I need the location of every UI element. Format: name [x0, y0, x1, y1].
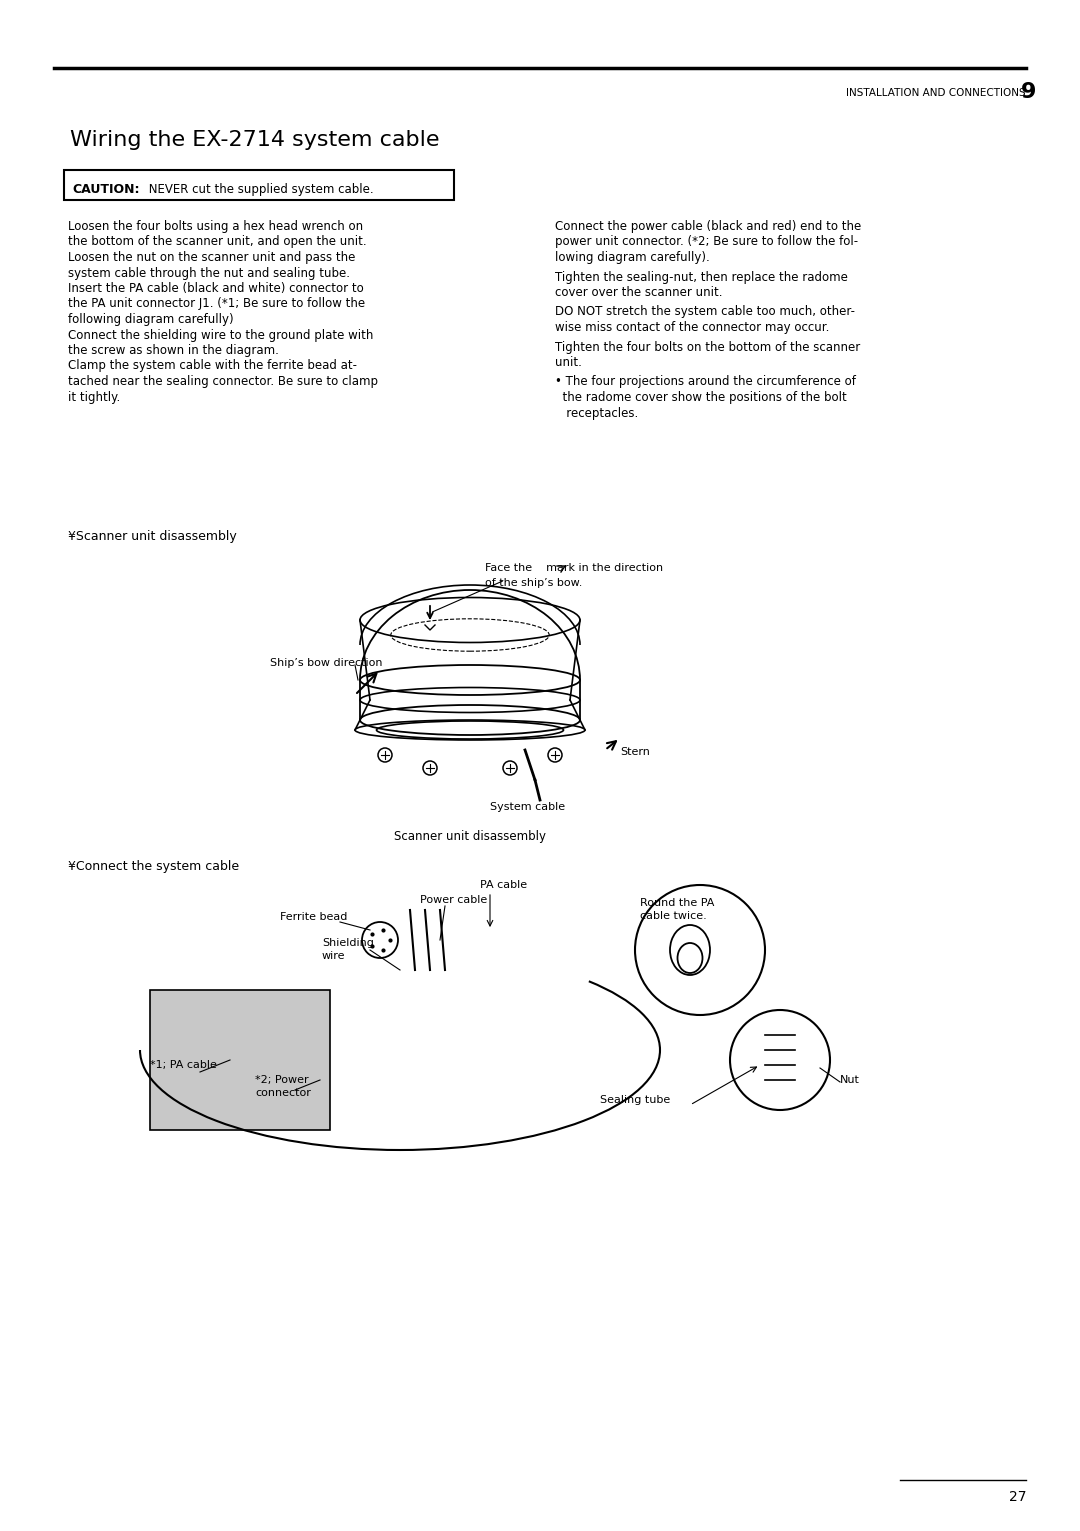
Text: Round the PA: Round the PA: [640, 899, 714, 908]
Text: Nut: Nut: [840, 1075, 860, 1085]
Text: lowing diagram carefully).: lowing diagram carefully).: [555, 251, 710, 263]
Text: Connect the shielding wire to the ground plate with: Connect the shielding wire to the ground…: [68, 329, 374, 341]
Text: ¥Scanner unit disassembly: ¥Scanner unit disassembly: [68, 530, 237, 544]
Text: power unit connector. (*2; Be sure to follow the fol-: power unit connector. (*2; Be sure to fo…: [555, 236, 859, 248]
Text: system cable through the nut and sealing tube.: system cable through the nut and sealing…: [68, 266, 350, 280]
Text: 9: 9: [1021, 83, 1036, 103]
Text: connector: connector: [255, 1089, 311, 1098]
Text: INSTALLATION AND CONNECTIONS: INSTALLATION AND CONNECTIONS: [847, 87, 1026, 98]
Text: the bottom of the scanner unit, and open the unit.: the bottom of the scanner unit, and open…: [68, 236, 366, 248]
Text: Face the    mark in the direction: Face the mark in the direction: [485, 563, 663, 573]
Text: PA cable: PA cable: [480, 880, 527, 890]
Text: *1; PA cable: *1; PA cable: [150, 1059, 217, 1070]
Text: cover over the scanner unit.: cover over the scanner unit.: [555, 286, 723, 299]
Text: receptacles.: receptacles.: [555, 407, 638, 419]
Text: the PA unit connector J1. (*1; Be sure to follow the: the PA unit connector J1. (*1; Be sure t…: [68, 297, 365, 311]
FancyBboxPatch shape: [64, 170, 454, 201]
Text: System cable: System cable: [490, 802, 565, 811]
Text: Ship’s bow direction: Ship’s bow direction: [270, 658, 382, 668]
Text: the screw as shown in the diagram.: the screw as shown in the diagram.: [68, 344, 279, 357]
Text: it tightly.: it tightly.: [68, 390, 120, 404]
Text: 27: 27: [1009, 1490, 1026, 1503]
Text: Tighten the sealing-nut, then replace the radome: Tighten the sealing-nut, then replace th…: [555, 271, 848, 283]
Text: Shielding: Shielding: [322, 939, 374, 948]
Text: the radome cover show the positions of the bolt: the radome cover show the positions of t…: [555, 390, 847, 404]
Text: Power cable: Power cable: [420, 896, 487, 905]
FancyBboxPatch shape: [150, 991, 330, 1130]
Text: cable twice.: cable twice.: [640, 911, 706, 922]
Text: following diagram carefully): following diagram carefully): [68, 312, 233, 326]
Text: unit.: unit.: [555, 357, 582, 369]
Text: Loosen the four bolts using a hex head wrench on: Loosen the four bolts using a hex head w…: [68, 220, 363, 233]
Text: NEVER cut the supplied system cable.: NEVER cut the supplied system cable.: [145, 184, 374, 196]
Text: of the ship’s bow.: of the ship’s bow.: [485, 579, 582, 588]
Text: tached near the sealing connector. Be sure to clamp: tached near the sealing connector. Be su…: [68, 375, 378, 387]
Text: Scanner unit disassembly: Scanner unit disassembly: [394, 830, 546, 844]
Text: Tighten the four bolts on the bottom of the scanner: Tighten the four bolts on the bottom of …: [555, 340, 861, 354]
Text: CAUTION:: CAUTION:: [72, 184, 139, 196]
Text: Wiring the EX-2714 system cable: Wiring the EX-2714 system cable: [70, 130, 440, 150]
Text: • The four projections around the circumference of: • The four projections around the circum…: [555, 375, 855, 389]
Text: wise miss contact of the connector may occur.: wise miss contact of the connector may o…: [555, 322, 829, 334]
Text: wire: wire: [322, 951, 346, 961]
Text: Insert the PA cable (black and white) connector to: Insert the PA cable (black and white) co…: [68, 282, 364, 295]
Text: Ferrite bead: Ferrite bead: [280, 912, 348, 922]
Text: ¥Connect the system cable: ¥Connect the system cable: [68, 860, 239, 873]
Text: Clamp the system cable with the ferrite bead at-: Clamp the system cable with the ferrite …: [68, 360, 357, 372]
Text: Sealing tube: Sealing tube: [600, 1095, 671, 1105]
Text: DO NOT stretch the system cable too much, other-: DO NOT stretch the system cable too much…: [555, 306, 855, 318]
Text: Connect the power cable (black and red) end to the: Connect the power cable (black and red) …: [555, 220, 861, 233]
Text: Loosen the nut on the scanner unit and pass the: Loosen the nut on the scanner unit and p…: [68, 251, 355, 263]
Text: Stern: Stern: [620, 747, 650, 756]
Text: *2; Power: *2; Power: [255, 1075, 309, 1085]
